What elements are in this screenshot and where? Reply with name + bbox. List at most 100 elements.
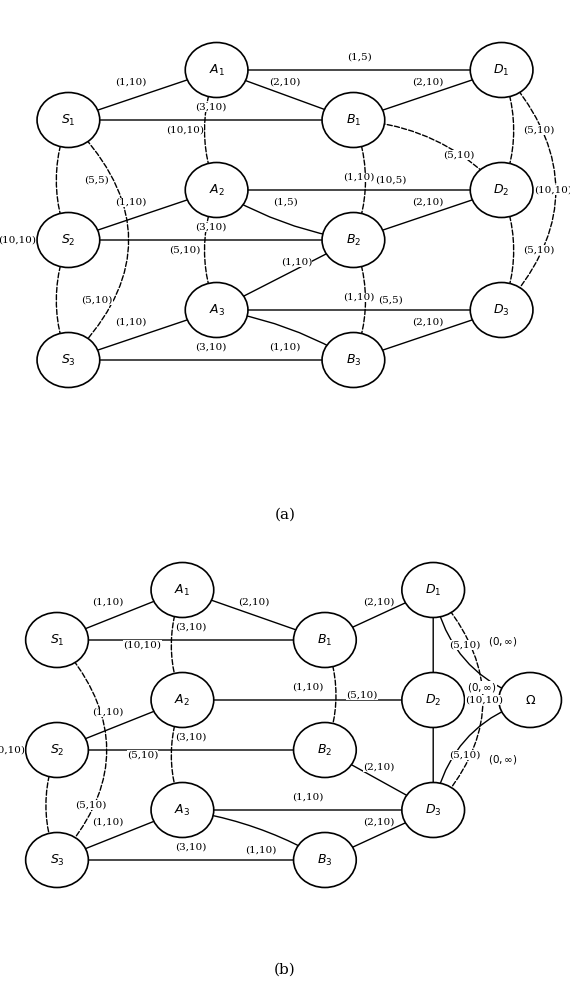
Circle shape [26,722,88,778]
Circle shape [402,672,465,728]
Text: (2,10): (2,10) [269,78,301,87]
Text: (5,10): (5,10) [523,245,555,254]
Text: (1,10): (1,10) [92,598,124,607]
Text: (10,10): (10,10) [124,641,161,650]
Text: (3,10): (3,10) [175,843,207,852]
Text: $B_1$: $B_1$ [346,112,361,128]
Circle shape [470,162,533,218]
Text: (5,10): (5,10) [523,125,555,134]
Text: (5,10): (5,10) [346,690,378,700]
Text: (1,10): (1,10) [115,78,147,87]
Text: (1,10): (1,10) [245,846,276,854]
Text: (10,10): (10,10) [0,746,25,754]
Text: (2,10): (2,10) [412,318,443,327]
Circle shape [185,162,248,218]
Text: $D_3$: $D_3$ [425,802,441,818]
Text: (1,10): (1,10) [292,793,324,802]
Text: $A_1$: $A_1$ [174,582,190,598]
Text: $D_1$: $D_1$ [425,582,441,598]
Text: $(0,\infty)$: $(0,\infty)$ [467,681,496,694]
Text: $B_2$: $B_2$ [317,742,332,758]
Text: (2,10): (2,10) [363,763,395,772]
Text: $D_1$: $D_1$ [494,62,510,78]
Text: (1,10): (1,10) [343,173,375,182]
Text: $A_1$: $A_1$ [209,62,225,78]
Text: $B_1$: $B_1$ [317,632,332,648]
Text: $S_2$: $S_2$ [50,742,64,758]
Text: (5,5): (5,5) [378,296,403,304]
Text: (1,10): (1,10) [115,198,147,207]
Text: (5,10): (5,10) [81,296,113,304]
Text: $A_3$: $A_3$ [209,302,225,318]
Circle shape [402,562,465,617]
Text: $S_3$: $S_3$ [61,352,76,368]
Text: $S_1$: $S_1$ [50,632,64,648]
Text: $S_1$: $S_1$ [61,112,76,128]
Circle shape [322,213,385,267]
Text: (10,10): (10,10) [534,186,570,194]
Text: (a): (a) [275,508,295,522]
Text: (10,5): (10,5) [374,176,406,184]
Text: (2,10): (2,10) [412,198,443,207]
Text: $D_2$: $D_2$ [494,182,510,198]
Circle shape [151,672,214,728]
Circle shape [499,672,561,728]
Text: (1,10): (1,10) [292,683,324,692]
Circle shape [37,213,100,267]
Text: (3,10): (3,10) [195,223,227,232]
Circle shape [470,282,533,338]
Text: (10,10): (10,10) [166,125,204,134]
Text: $B_3$: $B_3$ [317,852,333,868]
Circle shape [26,612,88,668]
Circle shape [37,93,100,147]
Text: (10,10): (10,10) [0,235,36,244]
Text: $B_3$: $B_3$ [345,352,361,368]
Text: $D_3$: $D_3$ [494,302,510,318]
Text: $\Omega$: $\Omega$ [524,694,536,706]
Circle shape [37,332,100,387]
Text: (10,10): (10,10) [466,696,503,704]
Text: (1,5): (1,5) [347,53,372,62]
Text: (1,10): (1,10) [115,318,147,327]
Text: $A_2$: $A_2$ [174,692,190,708]
Circle shape [294,722,356,778]
Text: (1,10): (1,10) [343,293,375,302]
Text: (3,10): (3,10) [195,343,227,352]
Text: (1,5): (1,5) [272,198,298,207]
Text: (3,10): (3,10) [175,623,207,632]
Circle shape [470,42,533,98]
Text: $B_2$: $B_2$ [346,232,361,248]
Text: (3,10): (3,10) [195,103,227,112]
Text: (1,10): (1,10) [92,708,124,717]
Text: $A_2$: $A_2$ [209,182,225,198]
Text: (5,10): (5,10) [449,641,481,650]
Text: $(0,\infty)$: $(0,\infty)$ [488,752,518,766]
Text: (5,10): (5,10) [169,245,201,254]
Circle shape [322,332,385,387]
Text: (5,10): (5,10) [443,150,475,159]
Circle shape [402,782,465,838]
Circle shape [185,42,248,98]
Text: (5,5): (5,5) [84,176,109,184]
Text: (5,10): (5,10) [75,800,107,810]
Text: (1,10): (1,10) [280,258,312,267]
Circle shape [294,612,356,668]
Text: (1,10): (1,10) [92,818,124,827]
Circle shape [151,562,214,617]
Text: $A_3$: $A_3$ [174,802,190,818]
Text: (5,10): (5,10) [449,750,481,760]
Text: $S_2$: $S_2$ [61,232,76,248]
Text: $(0,\infty)$: $(0,\infty)$ [488,635,518,648]
Circle shape [294,832,356,888]
Circle shape [322,93,385,147]
Text: (2,10): (2,10) [363,598,395,607]
Text: (3,10): (3,10) [175,733,207,742]
Circle shape [185,282,248,338]
Circle shape [151,782,214,838]
Text: (b): (b) [274,963,296,977]
Text: (2,10): (2,10) [238,598,270,607]
Text: (2,10): (2,10) [412,78,443,87]
Text: $S_3$: $S_3$ [50,852,64,868]
Circle shape [26,832,88,888]
Text: (5,10): (5,10) [127,750,158,760]
